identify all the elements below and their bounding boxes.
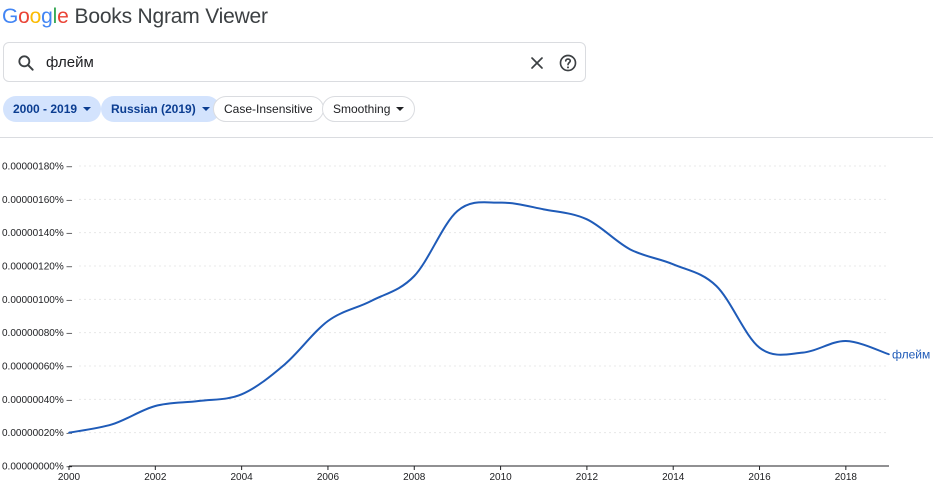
help-circle-icon[interactable] [558,53,578,73]
corpus-label: Russian (2019) [111,102,196,116]
data-point [283,363,286,366]
search-icon[interactable] [16,53,36,73]
corpus-dropdown[interactable]: Russian (2019) [101,96,220,122]
date-range-dropdown[interactable]: 2000 - 2019 [3,96,102,122]
logo-letter: o [29,5,42,28]
x-tick-label: 2002 [144,472,167,483]
data-point [413,275,416,277]
ngram-chart: 0.00000180% – 0.00000160% – 0.00000140% – 0… [2,162,930,484]
data-point [715,285,718,287]
data-point [240,393,243,396]
header-divider [0,137,933,138]
smoothing-dropdown[interactable]: Smoothing [322,96,416,122]
y-tick-label: 0.00000000% – [2,462,73,473]
y-tick-label: 0.00000040% – [2,395,73,406]
data-point [327,320,329,322]
x-tick-label: 2010 [489,472,512,483]
logo-letter: l [52,5,58,28]
data-point [111,423,113,426]
series-label: флейм [892,347,930,361]
search-box [3,42,586,82]
x-tick-label: 2014 [662,472,685,483]
close-icon[interactable] [527,53,547,73]
y-tick-label: 0.00000080% – [2,328,73,339]
y-tick-label: 0.00000120% – [2,262,73,273]
data-point [629,248,631,251]
data-point [586,218,588,221]
data-point [456,210,459,212]
data-point [499,201,502,204]
series-line [68,201,890,434]
x-tick-label: 2004 [231,472,254,483]
caret-down-icon [201,106,210,111]
y-tick-label: 0.00000140% – [2,228,73,239]
search-input[interactable] [46,51,486,73]
data-point [672,263,675,266]
y-tick-label: 0.00000020% – [2,428,73,439]
y-tick-label: 0.00000100% – [2,295,73,306]
case-insensitive-toggle[interactable]: Case-Insensitive [213,96,324,122]
y-tick-label: 0.00000160% – [2,195,73,206]
app-name: Books Ngram Viewer [74,5,268,28]
y-tick-label: 0.00000060% – [2,362,73,373]
caret-down-icon [396,106,405,111]
logo-letter: g [41,5,53,28]
data-point [845,340,847,342]
logo-letter: e [57,5,69,28]
x-tick-label: 2012 [576,472,599,483]
x-tick-label: 2008 [403,472,426,483]
data-point [154,405,157,407]
x-tick-label: 2006 [317,472,340,483]
data-point [758,346,761,349]
caret-down-icon [83,106,92,111]
data-point [68,431,70,434]
x-tick-label: 2016 [748,472,771,483]
y-tick-label: 0.00000180% – [2,162,73,173]
data-point [197,400,200,402]
data-point [542,208,545,211]
google-books-ngram-logo[interactable]: Google Books Ngram Viewer [2,5,268,29]
smoothing-label: Smoothing [333,102,391,116]
logo-letter: G [2,5,19,28]
date-range-label: 2000 - 2019 [13,102,78,116]
case-insensitive-label: Case-Insensitive [224,102,313,116]
data-point [370,300,372,302]
x-tick-label: 2000 [58,472,81,483]
data-point [888,353,890,356]
x-tick-label: 2018 [835,472,858,483]
data-point [801,351,804,354]
logo-letter: o [18,5,30,28]
